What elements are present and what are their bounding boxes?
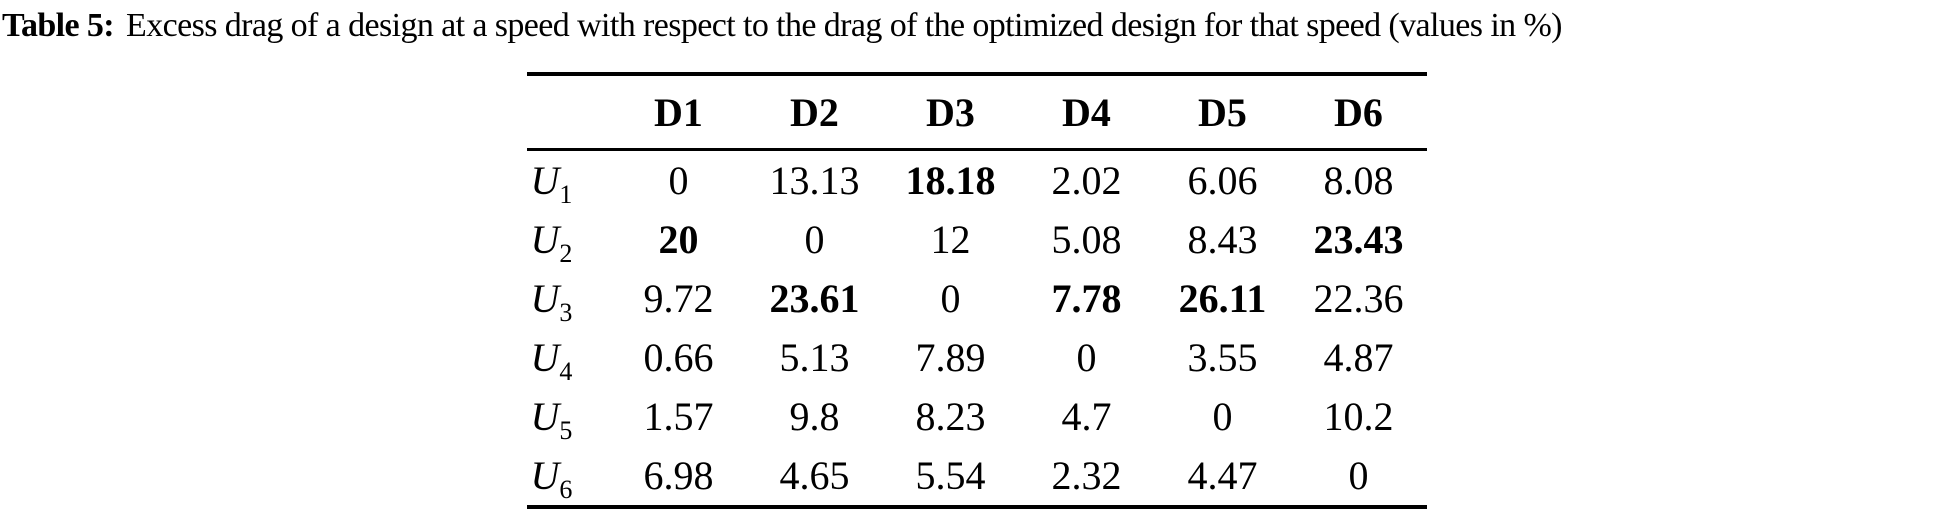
row-label-u3: U3	[530, 276, 573, 327]
column-header-d5: D5	[1198, 89, 1247, 135]
value-cell: 4.65	[779, 453, 850, 498]
value-cell: 9.72	[643, 276, 714, 321]
table-caption-label: Table 5:	[2, 7, 115, 44]
value-cell: 2.02	[1051, 158, 1122, 203]
value-cell: 0	[1076, 335, 1097, 380]
table-row: U4 0.66 5.13 7.89 0 3.55 4.87	[527, 328, 1427, 387]
row-label-u6: U6	[530, 453, 573, 504]
table-row: U1 0 13.13 18.18 2.02 6.06 8.08	[527, 150, 1427, 211]
table-header: D1 D2 D3 D4 D5 D6	[526, 74, 1427, 150]
value-cell: 18.18	[905, 158, 996, 203]
row-label-u5: U5	[530, 394, 573, 445]
value-cell: 8.43	[1187, 217, 1258, 262]
column-header-d3: D3	[926, 89, 975, 135]
value-cell: 2.32	[1051, 453, 1122, 498]
table-caption-text: Excess drag of a design at a speed with …	[126, 7, 1562, 44]
value-cell: 0	[940, 276, 961, 321]
value-cell: 4.7	[1061, 394, 1112, 439]
table-body: U1 0 13.13 18.18 2.02 6.06 8.08 U2 20 0 12 5.08 8.43…	[527, 150, 1427, 508]
value-cell: 26.11	[1178, 276, 1267, 321]
value-cell: 6.98	[643, 453, 714, 498]
value-cell: 3.55	[1187, 335, 1258, 380]
table-row: U5 1.57 9.8 8.23 4.7 0 10.2	[527, 387, 1427, 446]
column-header-d1: D1	[654, 89, 703, 135]
value-cell: 1.57	[643, 394, 714, 439]
value-cell: 7.78	[1051, 276, 1122, 321]
row-label-u1: U1	[530, 158, 573, 209]
value-cell: 4.47	[1187, 453, 1258, 498]
value-cell: 23.43	[1313, 217, 1404, 262]
header-row: D1 D2 D3 D4 D5 D6	[526, 74, 1427, 150]
value-cell: 5.54	[915, 453, 986, 498]
column-header-d6: D6	[1334, 89, 1383, 135]
value-cell: 5.08	[1051, 217, 1122, 262]
excess-drag-table: D1 D2 D3 D4 D5 D6 U1 0 13.13 18.18 2.02 6.06 8.08 U2…	[526, 72, 1427, 509]
column-header-d2: D2	[790, 89, 839, 135]
value-cell: 5.13	[779, 335, 850, 380]
value-cell: 13.13	[769, 158, 860, 203]
value-cell: 23.61	[769, 276, 860, 321]
table-row: U2 20 0 12 5.08 8.43 23.43	[527, 210, 1427, 269]
value-cell: 12	[930, 217, 971, 262]
value-cell: 22.36	[1313, 276, 1404, 321]
value-cell: 0	[804, 217, 825, 262]
column-header-d4: D4	[1062, 89, 1111, 135]
value-cell: 10.2	[1323, 394, 1394, 439]
value-cell: 4.87	[1323, 335, 1394, 380]
value-cell: 0.66	[643, 335, 714, 380]
value-cell: 8.23	[915, 394, 986, 439]
value-cell: 6.06	[1187, 158, 1258, 203]
value-cell: 9.8	[789, 394, 840, 439]
stub-cell	[527, 74, 611, 150]
table-row: U6 6.98 4.65 5.54 2.32 4.47 0	[527, 446, 1427, 507]
table-row: U3 9.72 23.61 0 7.78 26.11 22.36	[527, 269, 1427, 328]
row-label-u4: U4	[530, 335, 573, 386]
table-caption: Table 5: Excess drag of a design at a spe…	[0, 0, 1953, 52]
value-cell: 20	[658, 217, 699, 262]
value-cell: 8.08	[1323, 158, 1394, 203]
row-label-u2: U2	[530, 217, 573, 268]
value-cell: 0	[668, 158, 689, 203]
value-cell: 0	[1348, 453, 1369, 498]
value-cell: 7.89	[915, 335, 986, 380]
value-cell: 0	[1212, 394, 1233, 439]
